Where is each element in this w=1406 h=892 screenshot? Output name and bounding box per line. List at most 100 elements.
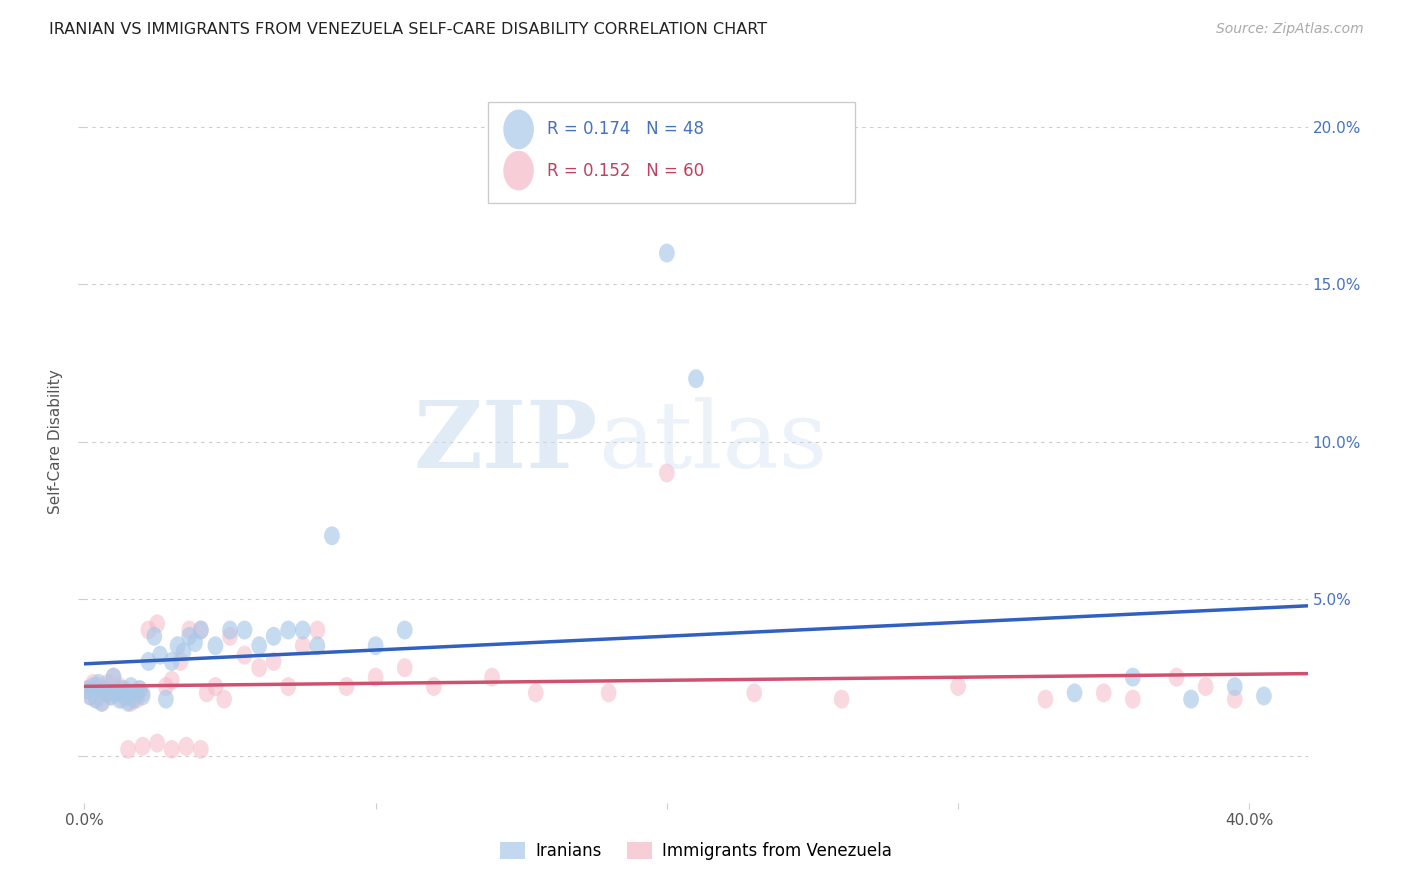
Legend: Iranians, Immigrants from Venezuela: Iranians, Immigrants from Venezuela <box>494 835 898 867</box>
Ellipse shape <box>79 681 96 699</box>
Ellipse shape <box>105 668 121 687</box>
Ellipse shape <box>152 646 167 665</box>
Ellipse shape <box>79 681 96 699</box>
Ellipse shape <box>193 621 208 640</box>
Ellipse shape <box>527 683 544 702</box>
Text: ZIP: ZIP <box>413 397 598 486</box>
Ellipse shape <box>103 687 118 706</box>
Ellipse shape <box>129 690 145 708</box>
Ellipse shape <box>266 627 281 646</box>
Ellipse shape <box>173 652 188 671</box>
Ellipse shape <box>1095 683 1112 702</box>
Ellipse shape <box>127 683 142 702</box>
Ellipse shape <box>135 737 150 756</box>
Ellipse shape <box>157 690 174 708</box>
Ellipse shape <box>484 668 501 687</box>
Ellipse shape <box>1227 677 1243 696</box>
Ellipse shape <box>181 621 197 640</box>
Ellipse shape <box>165 740 180 759</box>
Ellipse shape <box>94 693 110 712</box>
Ellipse shape <box>146 627 162 646</box>
Ellipse shape <box>659 464 675 483</box>
Ellipse shape <box>368 636 384 656</box>
Ellipse shape <box>252 636 267 656</box>
Ellipse shape <box>426 677 441 696</box>
Ellipse shape <box>368 668 384 687</box>
Ellipse shape <box>94 693 110 712</box>
Ellipse shape <box>266 652 281 671</box>
Ellipse shape <box>100 674 115 693</box>
Ellipse shape <box>176 642 191 662</box>
Ellipse shape <box>187 633 202 652</box>
Ellipse shape <box>149 733 165 753</box>
Ellipse shape <box>193 621 208 640</box>
Ellipse shape <box>834 690 849 708</box>
Ellipse shape <box>1184 690 1199 708</box>
Ellipse shape <box>91 674 107 693</box>
Ellipse shape <box>181 627 197 646</box>
Ellipse shape <box>103 687 118 706</box>
Ellipse shape <box>132 681 148 699</box>
Ellipse shape <box>1198 677 1213 696</box>
Ellipse shape <box>309 621 325 640</box>
Ellipse shape <box>198 683 215 702</box>
Ellipse shape <box>179 737 194 756</box>
Ellipse shape <box>309 636 325 656</box>
Ellipse shape <box>222 627 238 646</box>
Ellipse shape <box>747 683 762 702</box>
Ellipse shape <box>252 658 267 677</box>
Ellipse shape <box>157 677 174 696</box>
Ellipse shape <box>141 652 156 671</box>
Ellipse shape <box>97 683 112 702</box>
Ellipse shape <box>295 621 311 640</box>
Ellipse shape <box>503 110 534 149</box>
Text: atlas: atlas <box>598 397 827 486</box>
Ellipse shape <box>108 683 124 702</box>
Ellipse shape <box>135 687 150 706</box>
Ellipse shape <box>323 526 340 545</box>
Ellipse shape <box>135 683 150 702</box>
Ellipse shape <box>91 677 107 696</box>
Ellipse shape <box>396 658 412 677</box>
Text: IRANIAN VS IMMIGRANTS FROM VENEZUELA SELF-CARE DISABILITY CORRELATION CHART: IRANIAN VS IMMIGRANTS FROM VENEZUELA SEL… <box>49 22 768 37</box>
Ellipse shape <box>124 677 139 696</box>
Ellipse shape <box>236 621 253 640</box>
Ellipse shape <box>1067 683 1083 702</box>
Text: R = 0.152   N = 60: R = 0.152 N = 60 <box>547 161 704 179</box>
Ellipse shape <box>208 636 224 656</box>
Ellipse shape <box>1168 668 1184 687</box>
Ellipse shape <box>83 687 98 706</box>
Text: Source: ZipAtlas.com: Source: ZipAtlas.com <box>1216 22 1364 37</box>
Ellipse shape <box>600 683 616 702</box>
Ellipse shape <box>120 687 136 706</box>
Ellipse shape <box>222 621 238 640</box>
Ellipse shape <box>120 693 136 712</box>
Ellipse shape <box>1125 690 1140 708</box>
Ellipse shape <box>339 677 354 696</box>
Ellipse shape <box>111 690 127 708</box>
Ellipse shape <box>165 671 180 690</box>
Ellipse shape <box>120 740 136 759</box>
Ellipse shape <box>114 681 131 699</box>
Ellipse shape <box>100 683 115 702</box>
Y-axis label: Self-Care Disability: Self-Care Disability <box>48 369 63 514</box>
Ellipse shape <box>1125 668 1140 687</box>
Ellipse shape <box>89 690 104 708</box>
Ellipse shape <box>97 681 112 699</box>
Ellipse shape <box>141 621 156 640</box>
Ellipse shape <box>117 681 134 699</box>
Ellipse shape <box>208 677 224 696</box>
Ellipse shape <box>193 740 208 759</box>
Text: R = 0.174   N = 48: R = 0.174 N = 48 <box>547 120 704 138</box>
Ellipse shape <box>1227 690 1243 708</box>
FancyBboxPatch shape <box>488 102 855 203</box>
Ellipse shape <box>149 615 165 633</box>
Ellipse shape <box>659 244 675 262</box>
Ellipse shape <box>117 687 134 706</box>
Ellipse shape <box>129 683 145 702</box>
Ellipse shape <box>236 646 253 665</box>
Ellipse shape <box>165 652 180 671</box>
Ellipse shape <box>105 668 121 687</box>
Ellipse shape <box>217 690 232 708</box>
Ellipse shape <box>1038 690 1053 708</box>
